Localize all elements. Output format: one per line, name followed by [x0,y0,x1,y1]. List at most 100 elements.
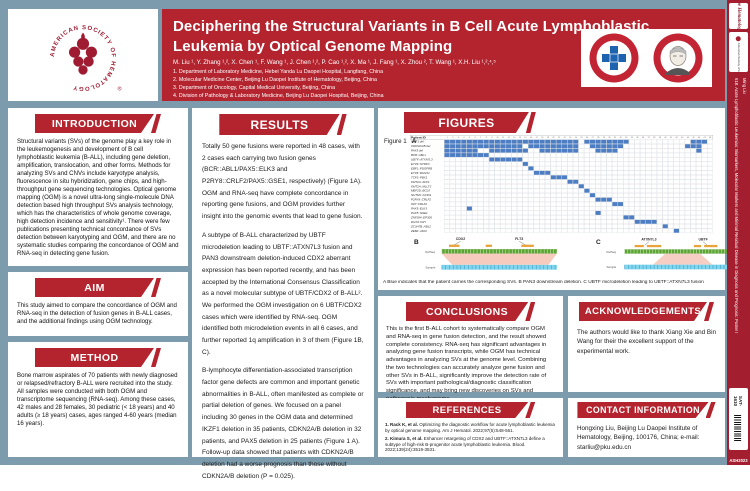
svg-text:45: 45 [692,137,694,139]
authors-line: M. Liu ¹, Y. Zhang ¹,², X. Chen ¹, F. Wa… [173,59,496,66]
conference-year-label: ASH2023 [729,458,748,463]
ribbon-tail [525,112,536,133]
svg-text:PAX5 del: PAX5 del [411,149,423,153]
svg-text:P2RY8::CRLF2: P2RY8::CRLF2 [411,198,431,202]
figure-number-label: Figure 1 A [384,138,417,145]
svg-text:KMT2A::AFF1: KMT2A::AFF1 [411,180,430,184]
svg-text:DUX4::IGH: DUX4::IGH [411,220,427,224]
svg-text:43: 43 [681,137,683,139]
method-header: METHOD [35,348,161,367]
acknowledgements-title: ACKNOWLEDGEMENTS [584,306,702,317]
panel-a-letter: A [411,138,417,145]
svg-text:34: 34 [631,137,633,139]
hospital-logos-icon [589,33,703,83]
svg-text:13: 13 [513,137,515,139]
hematologist-masthead-chip: The Hematologist [729,3,748,29]
panel-b-letter: B [414,239,419,246]
conclusions-header: CONCLUSIONS [406,302,536,321]
svg-text:37: 37 [648,137,650,139]
acknowledgements-section: ACKNOWLEDGEMENTS The authors would like … [568,296,725,392]
figures-section: FIGURES Figure 1 A Patient ID 1 2 3 4 5 6 7 8 9 10… [378,108,740,290]
affiliation-line: 1. Department of Laboratory Medicine, He… [173,69,384,75]
aim-header: AIM [35,278,161,297]
ribbon-tail [525,402,536,418]
svg-text:CDKN2A/B del: CDKN2A/B del [411,144,431,148]
svg-text:ZC3H7B::ABL2: ZC3H7B::ABL2 [410,224,431,228]
figures-header: FIGURES [404,112,536,133]
ribbon-tail [151,278,161,297]
svg-text:7: 7 [480,137,481,139]
hospital-logos-card [581,29,712,87]
gene-label-ubtf: UBTF [698,238,707,242]
svg-text:18: 18 [541,137,543,139]
svg-text:42: 42 [676,137,678,139]
ribbon-tail [704,302,714,321]
svg-text:Patient ID: Patient ID [411,135,427,139]
conclusions-section: CONCLUSIONS This is the first B-ALL coho… [378,296,563,402]
affiliations: 1. Department of Laboratory Medicine, He… [173,69,384,101]
results-paragraph: A subtype of B-ALL characterized by UBTF… [202,231,364,356]
svg-text:BCR::ABL1: BCR::ABL1 [411,153,426,157]
hematologist-masthead: The Hematologist [736,3,741,29]
session-title-vertical: 618. Acute Lymphoblastic Leukemias: Biom… [734,78,739,334]
svg-text:35: 35 [636,137,638,139]
svg-text:12: 12 [508,137,510,139]
svg-text:24: 24 [575,137,577,139]
ash-logo-box: AMERICAN SOCIETY OF HEMATOLOGY ® [8,9,158,101]
svg-text:15: 15 [524,137,526,139]
method-body: Bone marrow aspirates of 70 patients wit… [17,372,178,428]
gene-label-atxn7l3: ATXN7L3 [641,238,656,242]
svg-text:25: 25 [580,137,582,139]
results-paragraph: Totally 50 gene fusions were reported in… [202,143,363,221]
poster-badge-number: SAT-1610 [733,395,744,407]
ribbon-tail [151,114,161,133]
gene-label-cdx2: CDX2 [456,237,465,241]
lu-daopei-medical-group-logo-icon [589,33,639,83]
svg-text:ETV6::NTRK3: ETV6::NTRK3 [411,162,430,166]
svg-text:14: 14 [519,137,521,139]
acknowledgements-body: The authors would like to thank Xiang Xi… [577,329,716,355]
svg-text:EBF1::PDGFRB: EBF1::PDGFRB [411,167,432,171]
svg-text:28: 28 [597,137,599,139]
svg-text:41: 41 [670,137,672,139]
svg-text:22: 22 [564,137,566,139]
ash-society-logo-icon: AMERICAN SOCIETY OF HEMATOLOGY ® [50,25,123,92]
svg-text:8: 8 [486,137,487,139]
references-section: REFERENCES 1. Rack K, et al. Optimizing … [378,398,563,457]
svg-text:40: 40 [664,137,666,139]
gene-label-flt3: FLT3 [515,237,523,241]
header-band: Deciphering the Structural Variants in B… [162,9,725,101]
acknowledgements-header: ACKNOWLEDGEMENTS [579,302,714,321]
lu-daopei-institute-portrait-logo-icon [653,33,703,83]
poster-root: AMERICAN SOCIETY OF HEMATOLOGY ® Deciphe… [0,0,750,480]
svg-text:ZEB2::JAK2: ZEB2::JAK2 [410,229,427,233]
conclusions-body: This is the first B-ALL cohort to system… [386,326,547,402]
svg-text:20: 20 [552,137,554,139]
svg-text:6: 6 [475,137,476,139]
method-section: METHOD Bone marrow aspirates of 70 patie… [8,342,188,457]
contact-title: CONTACT INFORMATION [586,405,700,415]
track-label-sample: Sample [607,265,617,269]
svg-text:16: 16 [530,137,532,139]
svg-text:30: 30 [608,137,610,139]
reference-item: 1. Rack K, et al. Optimizing the diagnos… [385,422,555,433]
svg-text:11: 11 [502,137,504,139]
svg-text:4: 4 [463,137,464,139]
svg-text:39: 39 [659,137,661,139]
svg-text:38: 38 [653,137,655,139]
introduction-section: INTRODUCTION Structural variants (SVs) o… [8,108,188,266]
svg-text:33: 33 [625,137,627,139]
svg-text:PAX5::ELK3: PAX5::ELK3 [411,207,427,211]
results-header: RESULTS [219,114,347,135]
poster-badge-chip: SAT-1610 [729,388,748,450]
aim-title: AIM [84,281,105,294]
contact-header: CONTACT INFORMATION [577,402,716,418]
references-list: 1. Rack K, et al. Optimizing the diagnos… [378,421,563,456]
contact-body: Hongxing Liu, Beijing Lu Daopei Institut… [577,425,700,451]
ribbon-tail [525,302,536,321]
affiliation-line: 2. Molecular Medicine Center, Beijing Lu… [173,76,377,83]
method-title: METHOD [70,351,119,364]
track-label-refseq: RefSeq [425,250,435,254]
presenter-name-vertical: Ming Liu [742,78,747,94]
references-title: REFERENCES [432,404,502,416]
